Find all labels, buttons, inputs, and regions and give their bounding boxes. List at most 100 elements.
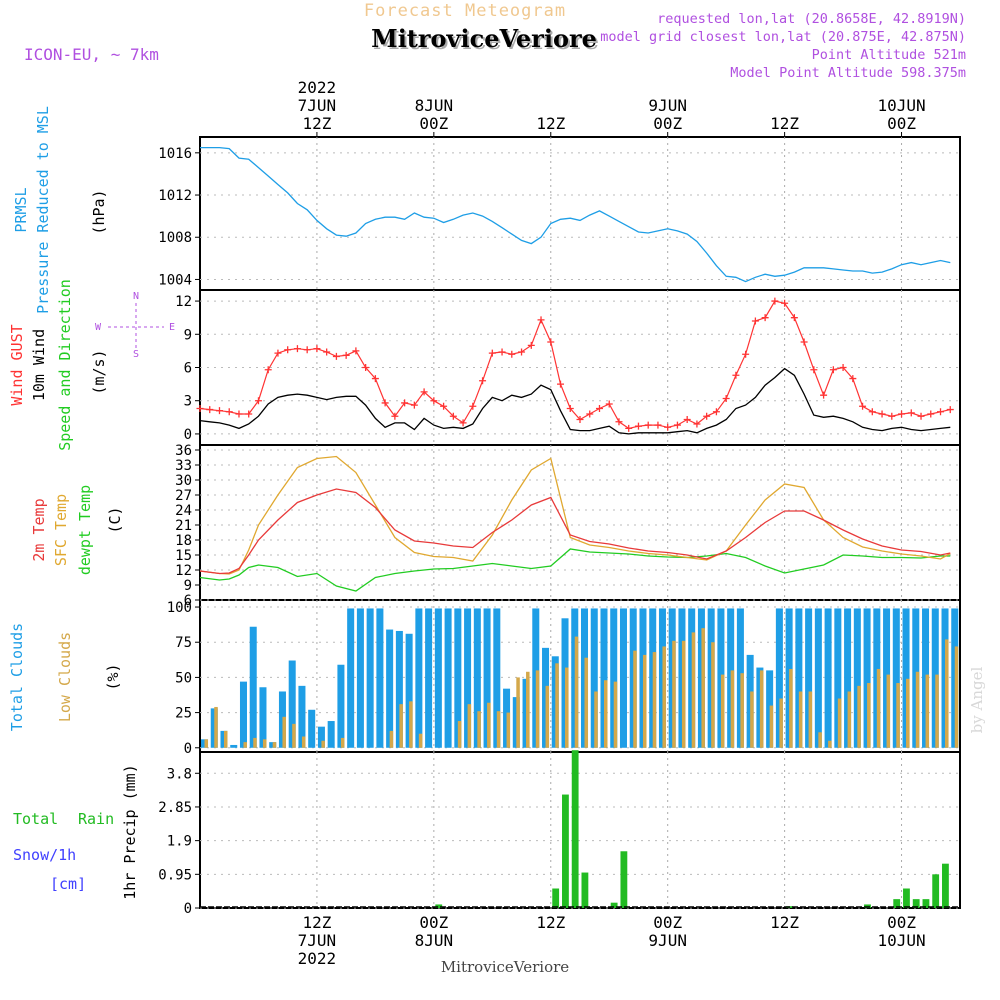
total-cloud-bar [230,744,238,748]
y-tick-labels: 1004100810121016036912691215182124273033… [158,146,192,917]
low-cloud-bar [613,681,618,748]
gust-marker [479,377,487,385]
gust-marker [839,364,847,371]
time-label-bottom: 12Z [536,913,565,932]
cloud-label-1: Total Clouds [8,623,26,731]
y-tick-label: 36 [175,443,192,459]
gust-marker [644,421,652,429]
watermark: by Angel [968,666,986,733]
y-tick-label: 27 [175,488,192,504]
gust-marker [245,410,253,418]
cloud-label-2: Low Clouds [56,632,74,722]
low-cloud-bar [603,680,608,748]
y-tick-label: 3 [184,394,192,410]
total-cloud-bar [590,608,598,748]
gust-marker [547,338,555,346]
total-cloud-bar [795,608,803,748]
total-cloud-bar [892,608,900,748]
total-cloud-bar [415,608,423,748]
precip-bar [562,794,569,908]
y-tick-label: 1008 [158,230,192,246]
total-cloud-bar [824,608,832,748]
gust-marker [342,351,350,359]
gust-marker [712,408,720,416]
total-cloud-bar [366,608,374,748]
time-label-top: 2022 [298,78,337,97]
pressure-unit: (hPa) [90,189,108,234]
low-cloud-bar [467,704,472,748]
low-cloud-bar [750,691,754,748]
precip-cm: [cm] [50,875,86,893]
gust-marker [371,375,379,383]
time-label-top: 7JUN [298,96,337,115]
y-tick-label: 12 [175,294,192,310]
low-cloud-bar [798,691,803,748]
total-cloud-bar [844,608,852,748]
temp-label-3: dewpt Temp [76,485,94,575]
precip-rain: Rain [78,810,114,828]
time-label-top: 10JUN [877,96,925,115]
total-cloud-bar [902,608,910,748]
total-cloud-bar [473,608,481,748]
precip-bar [912,899,920,908]
gust-marker [488,349,496,357]
low-cloud-bar [409,701,413,748]
precip-bar [903,888,910,908]
low-cloud-bar [243,742,247,748]
pressure-line [200,146,951,283]
low-cloud-bar [837,698,842,748]
low-cloud-bar [545,685,550,748]
y-tick-label: 0 [184,427,192,443]
y-tick-label: 0 [184,741,192,757]
gust-marker [381,399,389,407]
model-altitude: Model Point Altitude 598.375m [730,65,966,81]
gust-marker [595,404,603,412]
y-tick-label: 1004 [158,272,192,288]
gust-marker [790,314,798,322]
gust-marker [508,350,516,358]
gust-marker [401,399,409,407]
panel-frame-precip [199,751,961,909]
time-label-bottom: 9JUN [648,931,687,950]
low-cloud-bar [262,739,267,748]
gust-marker [800,338,808,346]
precip-bar [942,863,949,908]
temp-labels: 2m Temp SFC Temp dewpt Temp (C) [30,485,124,575]
total-cloud-bar [610,608,618,748]
gust-marker [235,410,243,418]
y-tick-label: 9 [184,578,192,594]
low-cloud-bar [272,742,277,748]
y-tick-label: 2.85 [158,800,192,816]
temp-label-2: SFC Temp [52,494,70,566]
gust-marker [771,297,779,305]
wind-labels: Wind GUST 10m Wind Speed and Direction (… [8,279,175,451]
low-cloud-bar [292,723,296,748]
gust-marker [703,412,711,420]
gust-marker [829,366,837,374]
gust-marker [693,420,701,428]
temp-label-1: 2m Temp [30,498,48,561]
y-tick-label: 1.9 [167,834,192,850]
y-tick-label: 12 [175,563,192,579]
low-cloud-bar [828,740,832,748]
low-cloud-bar [633,650,637,748]
point-altitude: Point Altitude 521m [812,47,966,63]
low-cloud-bar [321,740,325,748]
low-cloud-bar [477,711,481,748]
time-label-bottom: 12Z [302,913,331,932]
y-tick-label: 33 [175,458,192,474]
low-cloud-bar [418,733,423,748]
y-tick-label: 1012 [158,188,192,204]
pressure-label-2: Pressure Reduced to MSL [34,106,52,314]
low-cloud-bar [496,711,501,748]
gust-marker [732,371,740,379]
low-cloud-bar [769,705,774,748]
low-cloud-bar [681,640,686,748]
y-tick-label: 6 [184,361,192,377]
low-cloud-bar [642,654,647,748]
gust-marker [917,412,925,420]
panel-frame-pressure [199,136,961,291]
time-label-top: 00Z [419,114,448,133]
